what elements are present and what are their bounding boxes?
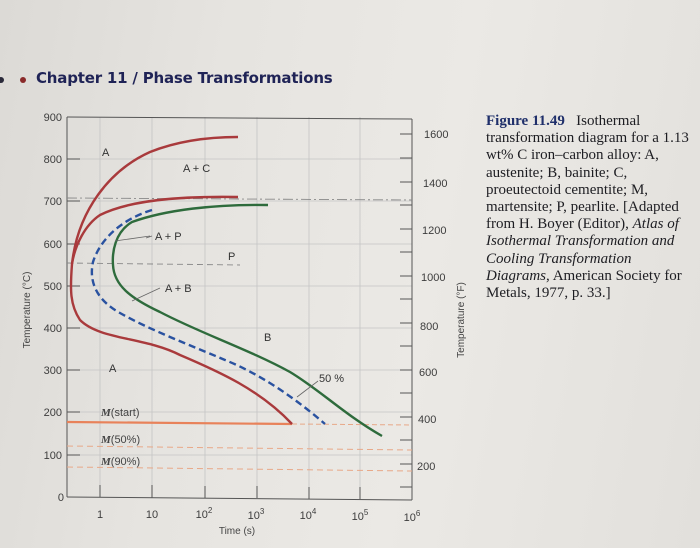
a-plus-p-leader <box>145 235 153 239</box>
svg-text:200: 200 <box>44 407 62 419</box>
label-a-plus-p: A + P <box>155 231 182 243</box>
fifty-pct-leader <box>296 380 319 398</box>
pearlite-bainite-boundary <box>66 262 241 266</box>
svg-text:106: 106 <box>404 509 421 524</box>
x-axis-labels: 1 10 102 103 104 105 106 <box>97 506 421 524</box>
page-bullet <box>20 77 26 83</box>
m-start-line <box>66 420 293 426</box>
fifty-percent-curve <box>90 208 326 425</box>
svg-text:M(50%): M(50%) <box>100 434 140 446</box>
a-plus-p-leader-2 <box>114 235 151 242</box>
svg-text:105: 105 <box>352 508 369 523</box>
eutectoid-line <box>66 197 413 201</box>
label-austenite-lower: A <box>109 363 117 375</box>
figure-caption: Figure 11.49 Isothermal transformation d… <box>486 113 698 302</box>
m-50-line <box>66 445 413 451</box>
svg-text:103: 103 <box>248 507 265 522</box>
label-pearlite: P <box>228 251 235 263</box>
caption-italic-title: Atlas of Isothermal Transformation and C… <box>486 216 679 284</box>
page-bullet-left <box>0 77 4 83</box>
svg-text:200: 200 <box>417 461 435 473</box>
m-90-line <box>66 466 413 472</box>
svg-text:0: 0 <box>58 492 64 504</box>
y-axis-labels-fahrenheit: 1600 1400 1200 1000 800 600 400 200 <box>417 129 448 473</box>
chapter-title: Chapter 11 / Phase Transformations <box>36 69 333 87</box>
region-labels: A A + C A + P P A + B B A 50 % <box>102 147 344 385</box>
right-ticks <box>400 133 412 488</box>
y-axis-title-left: Temperature (°C) <box>22 272 33 349</box>
svg-text:900: 900 <box>44 112 62 124</box>
svg-text:700: 700 <box>44 196 62 208</box>
svg-text:600: 600 <box>44 239 62 251</box>
svg-text:600: 600 <box>419 367 437 379</box>
a-plus-b-leader <box>131 287 161 302</box>
svg-text:800: 800 <box>44 154 62 166</box>
transformation-start-curve <box>69 195 293 425</box>
svg-text:10: 10 <box>146 509 158 521</box>
label-a-plus-c: A + C <box>183 163 210 175</box>
proeutectoid-start-curve <box>70 135 239 265</box>
x-axis-title: Time (s) <box>219 526 255 537</box>
caption-line1: Isothermal <box>576 113 641 129</box>
bottom-ticks <box>99 485 361 499</box>
svg-text:M(start): M(start) <box>100 407 140 419</box>
svg-text:400: 400 <box>418 414 436 426</box>
grid <box>67 117 412 497</box>
caption-text-2: , American Society for Metals, 1977, p. … <box>486 267 682 302</box>
svg-text:102: 102 <box>196 506 213 521</box>
svg-text:1600: 1600 <box>424 129 448 141</box>
martensite-labels: M(start) M(50%) M(90%) <box>100 407 140 468</box>
svg-text:300: 300 <box>44 365 62 377</box>
label-bainite: B <box>264 332 271 344</box>
svg-text:1000: 1000 <box>421 272 445 284</box>
label-a-plus-b: A + B <box>165 283 192 295</box>
svg-text:M(90%): M(90%) <box>100 456 140 468</box>
svg-text:1: 1 <box>97 509 103 521</box>
svg-text:100: 100 <box>44 450 62 462</box>
transformation-finish-curve <box>111 203 383 438</box>
svg-text:500: 500 <box>44 281 62 293</box>
svg-text:104: 104 <box>300 507 317 522</box>
label-austenite-upper: A <box>102 147 110 159</box>
y-axis-title-right: Temperature (°F) <box>456 282 467 358</box>
m-start-dashed-extension <box>291 423 413 426</box>
figure-label: Figure 11.49 <box>486 113 565 129</box>
svg-text:800: 800 <box>420 321 438 333</box>
svg-text:400: 400 <box>44 323 62 335</box>
y-axis-labels-celsius: 900 800 700 600 500 400 300 200 100 0 <box>44 112 64 504</box>
svg-text:1200: 1200 <box>422 225 446 237</box>
caption-text-1: transformation diagram for a 1.13 wt% C … <box>486 130 689 233</box>
label-fifty-percent: 50 % <box>319 373 344 385</box>
svg-text:1400: 1400 <box>423 178 447 190</box>
